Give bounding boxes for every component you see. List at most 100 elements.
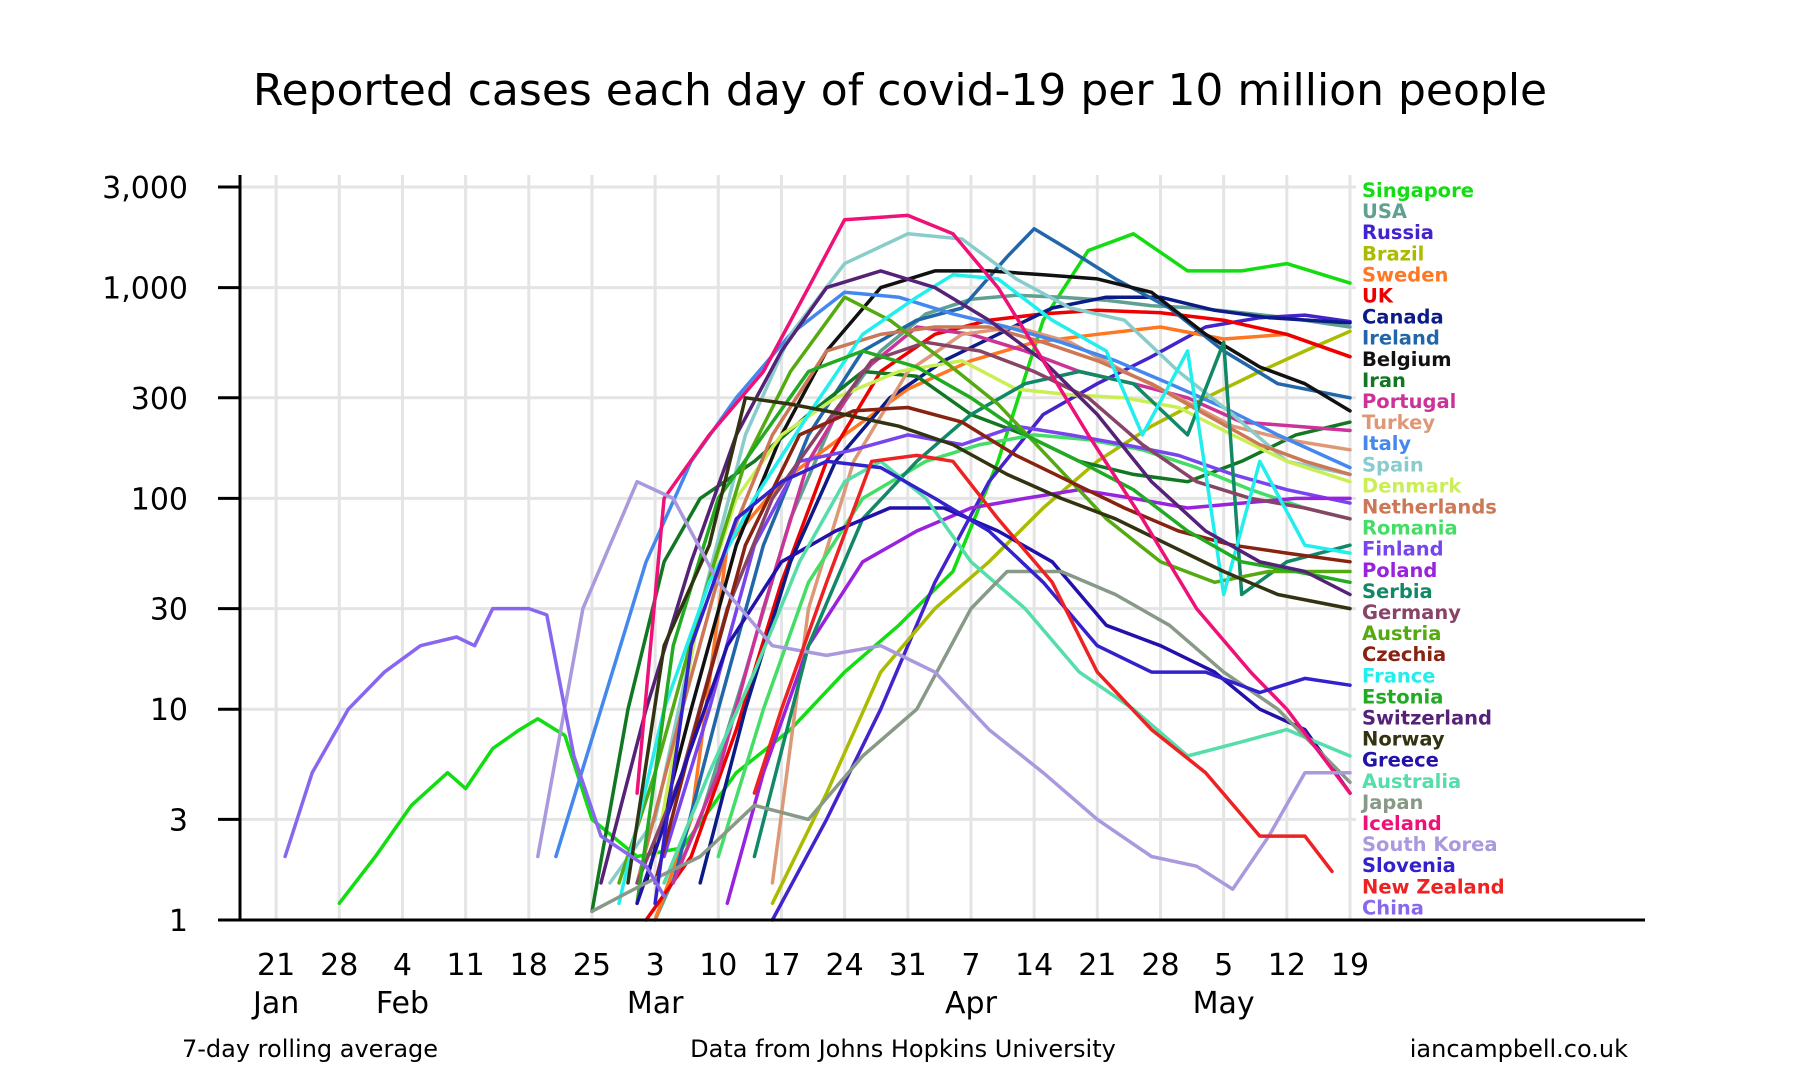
legend-item-sweden: Sweden (1362, 263, 1448, 286)
x-tick-label: 21 (257, 948, 295, 983)
x-tick-label: 12 (1268, 948, 1306, 983)
x-tick-label: 14 (1015, 948, 1053, 983)
y-tick-label: 300 (131, 382, 188, 417)
legend-item-brazil: Brazil (1362, 242, 1424, 265)
series-line-slovenia (653, 459, 1352, 906)
series-line-norway (626, 396, 1352, 885)
x-month-label: Jan (251, 986, 299, 1021)
series-line-spain (608, 232, 1352, 885)
x-tick-label: 5 (1214, 948, 1233, 983)
series-line-ireland (671, 227, 1352, 885)
legend-item-iran: Iran (1362, 369, 1406, 392)
series-line-south-korea (536, 479, 1352, 891)
legend-item-singapore: Singapore (1362, 179, 1474, 202)
x-tick-label: 21 (1078, 948, 1116, 983)
chart-title: Reported cases each day of covid-19 per … (253, 65, 1547, 116)
series-line-netherlands (635, 325, 1352, 885)
legend-item-canada: Canada (1362, 306, 1444, 329)
x-tick-label: 28 (1141, 948, 1179, 983)
y-tick-label: 1 (169, 904, 188, 939)
legend-item-norway: Norway (1362, 728, 1445, 751)
y-tick-label: 10 (150, 693, 188, 728)
legend-item-ireland: Ireland (1362, 327, 1440, 350)
footer-left-note: 7-day rolling average (182, 1035, 438, 1063)
x-tick-label: 31 (889, 948, 927, 983)
x-tick-label: 18 (510, 948, 548, 983)
x-tick-label: 4 (393, 948, 412, 983)
legend-item-finland: Finland (1362, 538, 1444, 561)
footer-source-note: Data from Johns Hopkins University (690, 1035, 1116, 1063)
x-tick-label: 7 (961, 948, 980, 983)
legend-item-belgium: Belgium (1362, 348, 1452, 371)
legend-item-new-zealand: New Zealand (1362, 875, 1505, 898)
series-layer (283, 213, 1352, 922)
legend-item-czechia: Czechia (1362, 643, 1446, 666)
series-line-denmark (653, 358, 1352, 859)
legend-item-switzerland: Switzerland (1362, 707, 1492, 730)
y-tick-label: 3 (169, 803, 188, 838)
y-tick-label: 30 (150, 593, 188, 628)
series-line-canada (698, 295, 1352, 885)
series-line-iceland (635, 213, 1352, 795)
series-line-japan (590, 569, 1352, 914)
series-line-iran (590, 369, 1352, 914)
legend-item-japan: Japan (1360, 791, 1423, 814)
legend-item-poland: Poland (1362, 559, 1437, 582)
series-line-uk (644, 308, 1352, 922)
legend-item-spain: Spain (1362, 453, 1424, 476)
legend-item-romania: Romania (1362, 517, 1458, 540)
x-tick-label: 10 (699, 948, 737, 983)
legend-item-turkey: Turkey (1362, 411, 1435, 434)
legend-item-portugal: Portugal (1362, 390, 1456, 413)
y-tick-label: 100 (131, 482, 188, 517)
y-tick-label: 1,000 (102, 272, 188, 307)
series-line-finland (662, 424, 1352, 859)
legend-item-russia: Russia (1362, 221, 1434, 244)
x-month-label: Apr (945, 986, 998, 1021)
x-tick-label: 24 (826, 948, 864, 983)
legend-item-denmark: Denmark (1362, 474, 1462, 497)
legend: SingaporeUSARussiaBrazilSwedenUKCanadaIr… (1360, 179, 1505, 919)
legend-item-usa: USA (1362, 200, 1407, 223)
series-line-portugal (671, 325, 1352, 885)
series-line-australia (662, 459, 1352, 885)
legend-item-greece: Greece (1362, 749, 1439, 772)
series-line-estonia (635, 349, 1352, 906)
series-line-china (283, 606, 666, 898)
series-line-new-zealand (752, 453, 1334, 874)
legend-item-iceland: Iceland (1362, 812, 1442, 835)
legend-item-south-korea: South Korea (1362, 833, 1497, 856)
x-month-label: Feb (376, 986, 429, 1021)
x-tick-label: 17 (762, 948, 800, 983)
legend-item-france: France (1362, 664, 1436, 687)
series-line-greece (635, 506, 1352, 906)
legend-item-italy: Italy (1362, 432, 1411, 455)
series-line-italy (554, 290, 1352, 859)
x-tick-label: 25 (573, 948, 611, 983)
x-month-label: Mar (627, 986, 684, 1021)
legend-item-estonia: Estonia (1362, 685, 1443, 708)
x-month-label: May (1193, 986, 1255, 1021)
legend-item-serbia: Serbia (1362, 580, 1433, 603)
series-line-switzerland (599, 269, 1352, 885)
legend-item-germany: Germany (1362, 601, 1461, 624)
footer-credit: iancampbell.co.uk (1410, 1035, 1628, 1063)
series-line-germany (635, 340, 1352, 885)
y-tick-label: 3,000 (102, 171, 188, 206)
series-line-singapore (337, 232, 1352, 906)
x-tick-label: 3 (646, 948, 665, 983)
legend-item-uk: UK (1362, 285, 1394, 308)
legend-item-austria: Austria (1362, 622, 1441, 645)
series-line-turkey (770, 325, 1352, 885)
x-tick-label: 19 (1331, 948, 1369, 983)
x-tick-label: 11 (447, 948, 485, 983)
legend-item-australia: Australia (1362, 770, 1461, 793)
x-tick-label: 28 (320, 948, 358, 983)
legend-item-slovenia: Slovenia (1362, 854, 1456, 877)
legend-item-china: China (1362, 896, 1424, 919)
legend-item-netherlands: Netherlands (1362, 496, 1497, 519)
series-line-austria (617, 295, 1352, 885)
